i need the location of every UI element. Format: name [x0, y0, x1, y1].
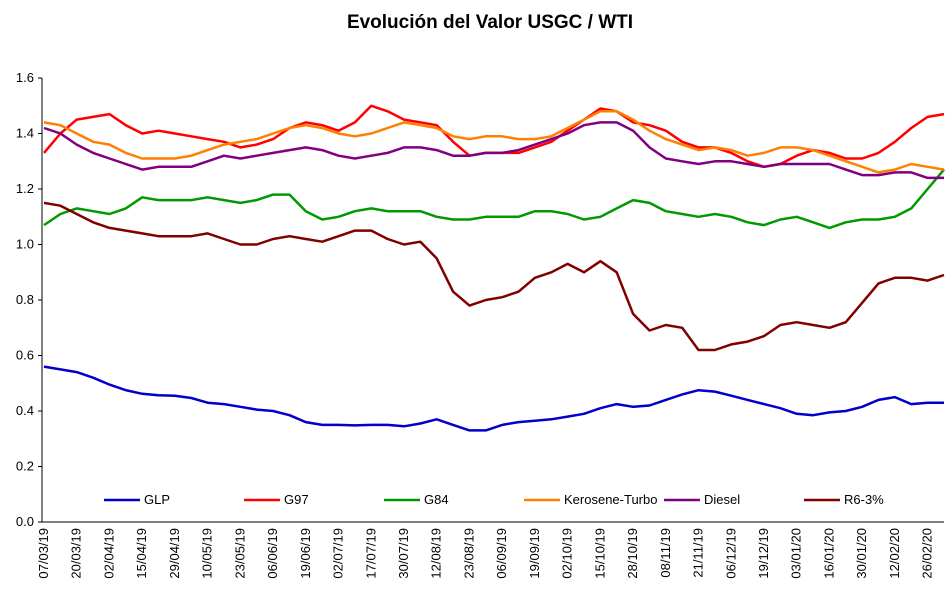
x-tick-label: 12/02/20	[887, 528, 902, 579]
x-tick-label: 08/11/19	[658, 528, 673, 578]
y-tick-label: 0.8	[16, 292, 34, 307]
legend-label: R6-3%	[844, 492, 884, 507]
x-tick-label: 19/06/19	[298, 528, 313, 579]
series-line	[43, 168, 945, 230]
x-tick-label: 10/05/19	[200, 528, 215, 579]
x-tick-label: 23/05/19	[232, 528, 247, 579]
x-tick-label: 15/10/19	[592, 528, 607, 579]
x-tick-label: 30/01/20	[854, 528, 869, 579]
x-tick-label: 07/03/19	[36, 528, 51, 579]
x-tick-label: 30/07/19	[396, 528, 411, 579]
x-tick-label: 20/03/19	[69, 528, 84, 579]
x-tick-label: 17/07/19	[363, 528, 378, 579]
x-tick-label: 19/09/19	[527, 528, 542, 579]
y-tick-label: 0.0	[16, 514, 34, 529]
x-tick-label: 06/06/19	[265, 528, 280, 579]
series-line	[43, 201, 945, 352]
x-tick-label: 06/12/19	[723, 528, 738, 579]
series-line	[43, 121, 944, 180]
x-tick-label: 23/08/19	[461, 528, 476, 579]
x-tick-label: 12/08/19	[429, 528, 444, 579]
x-tick-label: 29/04/19	[167, 528, 182, 579]
x-tick-label: 21/11/19	[691, 528, 706, 578]
x-tick-label: 02/07/19	[331, 528, 346, 579]
y-tick-label: 1.6	[16, 70, 34, 85]
y-tick-label: 1.4	[16, 126, 34, 141]
x-tick-label: 02/10/19	[560, 528, 575, 579]
x-tick-label: 03/01/20	[789, 528, 804, 579]
legend-label: Diesel	[704, 492, 740, 507]
y-tick-label: 1.0	[16, 237, 34, 252]
series-line	[43, 365, 944, 432]
x-tick-label: 02/04/19	[101, 528, 116, 579]
x-tick-label: 15/04/19	[134, 528, 149, 579]
chart-title: Evolución del Valor USGC / WTI	[347, 12, 633, 33]
legend-label: G84	[424, 492, 449, 507]
x-tick-label: 26/02/20	[920, 528, 935, 579]
x-tick-label: 19/12/19	[756, 528, 771, 579]
legend-label: GLP	[144, 492, 170, 507]
series-line	[43, 110, 945, 174]
y-tick-label: 0.6	[16, 348, 34, 363]
y-tick-label: 0.2	[16, 459, 34, 474]
legend-label: Kerosene-Turbo	[564, 492, 657, 507]
legend-label: G97	[284, 492, 309, 507]
x-tick-label: 06/09/19	[494, 528, 509, 579]
y-tick-label: 0.4	[16, 403, 34, 418]
x-tick-label: 16/01/20	[821, 528, 836, 579]
x-tick-label: 28/10/19	[625, 528, 640, 579]
y-tick-label: 1.2	[16, 181, 34, 196]
